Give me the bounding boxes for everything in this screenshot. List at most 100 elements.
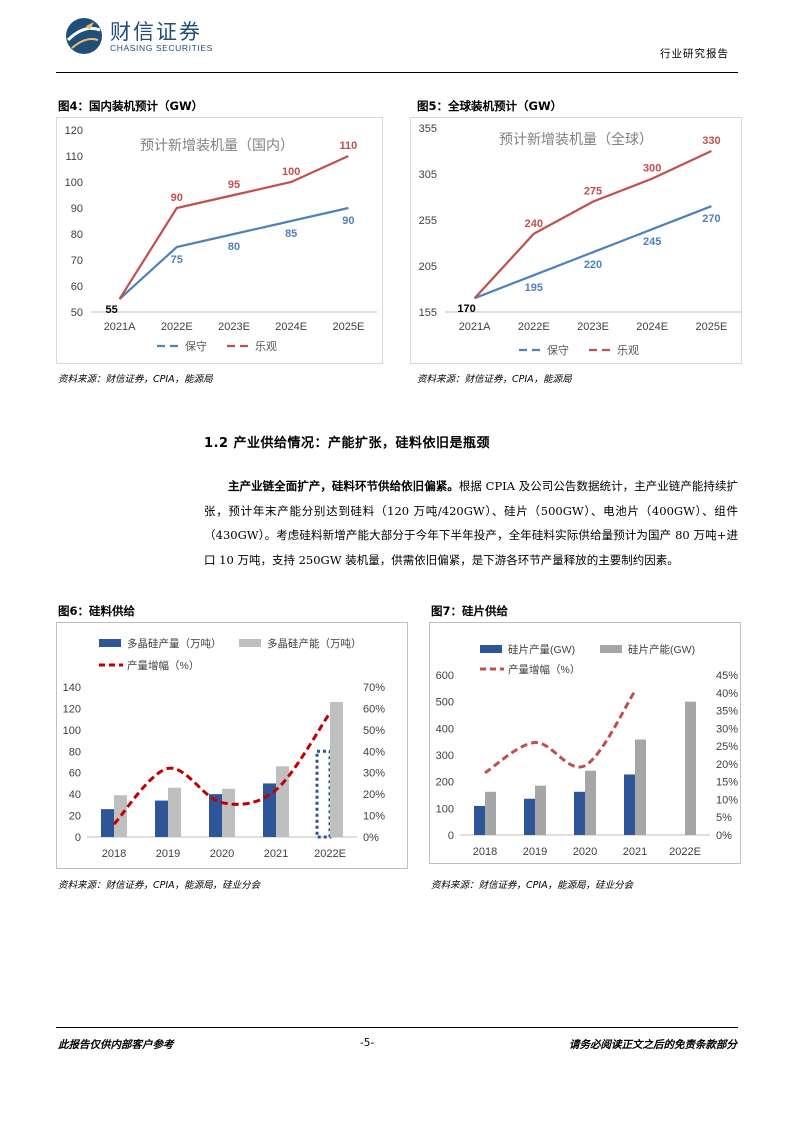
fig5-data-label: 195 (525, 282, 543, 294)
fig4-ytick-label: 50 (71, 307, 83, 319)
fig4-ytick-label: 90 (71, 203, 83, 215)
fig4-data-label: 100 (282, 166, 300, 178)
fig6-legend-label-1: 多晶硅产能（万吨） (267, 637, 362, 650)
fig7-xtick-label: 2021 (623, 846, 647, 858)
fig7-bar-production (574, 791, 585, 835)
fig6-y2tick-label: 40% (363, 746, 385, 758)
fig7-bar-production (474, 805, 485, 835)
fig6-chart: 多晶硅产量（万吨） 多晶硅产能（万吨） 产量增幅（%） 0 20 40 60 80 100 120… (56, 622, 408, 869)
fig5-ytick-label: 205 (419, 261, 437, 273)
fig7-ytick-label: 300 (436, 750, 454, 762)
fig5-legend-label-1: 乐观 (617, 344, 639, 357)
fig7-y2tick-label: 5% (716, 812, 732, 824)
fig6-xtick-label: 2020 (210, 848, 234, 860)
fig4-data-label: 95 (228, 179, 240, 191)
fig6-xtick-label: 2018 (102, 848, 126, 860)
fig5-data-label: 270 (702, 213, 720, 225)
fig7-xtick-label: 2019 (523, 846, 547, 858)
fig6-y2tick-label: 30% (363, 768, 385, 780)
fig6-source: 资料来源：财信证券，CPIA，能源局，硅业分会 (58, 880, 261, 891)
fig6-bar-production (209, 794, 222, 837)
fig5-xtick-label: 2023E (577, 321, 609, 333)
fig5-data-label: 240 (525, 218, 543, 230)
fig7-ytick-label: 100 (436, 803, 454, 815)
fig7-chart: 硅片产量(GW) 硅片产能(GW) 产量增幅（%） 0 100 200 300 400 500 6… (429, 622, 741, 864)
fig5-xtick-label: 2025E (695, 321, 727, 333)
fig4-data-label: 80 (228, 241, 240, 253)
fig6-title: 图6：硅料供给 (58, 604, 136, 618)
fig7-bar-production (524, 798, 535, 835)
fig5-svg: 预计新增装机量（全球） 155 205 255 305 355 2021A 2022E 2023… (419, 123, 741, 357)
fig4-xtick-label: 2022E (161, 321, 193, 333)
fig5-data-label: 300 (643, 163, 661, 175)
fig4-data-label: 90 (171, 192, 183, 204)
fig5-legend-label-0: 保守 (547, 343, 569, 357)
footer-rule (56, 1027, 738, 1028)
fig5-data-label: 170 (457, 303, 475, 315)
fig6-ytick-label: 0 (75, 832, 81, 844)
fig5-series-line-1 (473, 150, 712, 299)
fig5-xtick-label: 2021A (459, 321, 491, 333)
fig7-bar-capacity (535, 785, 546, 835)
fig7-bar-capacity (485, 791, 496, 835)
logo-cn-text: 财信证券 (110, 20, 202, 44)
fig6-bar-capacity (168, 787, 181, 837)
fig7-y2tick-label: 30% (716, 723, 738, 735)
report-type: 行业研究报告 (660, 48, 729, 60)
fig7-y2tick-label: 10% (716, 794, 738, 806)
fig5-ytick-label: 255 (419, 215, 437, 227)
footer-left: 此报告仅供内部客户参考 (58, 1039, 174, 1051)
fig4-data-label: 85 (285, 228, 297, 240)
fig4-series-line-0 (118, 206, 349, 300)
fig6-legend-swatch-1 (239, 639, 261, 647)
fig4-ytick-label: 100 (65, 177, 83, 189)
fig6-y2tick-label: 20% (363, 789, 385, 801)
fig6-ytick-label: 20 (69, 811, 81, 823)
fig6-y2tick-label: 60% (363, 703, 385, 715)
fig7-bar-capacity (635, 739, 646, 835)
fig7-bar-capacity (685, 701, 696, 835)
fig5-title: 图5：全球装机预计（GW） (417, 99, 563, 113)
fig5-xtick-label: 2024E (636, 321, 668, 333)
fig7-y2tick-label: 20% (716, 759, 738, 771)
fig7-legend-swatch-1 (600, 645, 622, 653)
fig7-ytick-label: 500 (436, 697, 454, 709)
fig6-bar-production (155, 800, 168, 837)
section-paragraph-body: 根据 CPIA 及公司公告数据统计，主产业链产能持续扩张，预计年末产能分别达到硅… (204, 479, 738, 567)
fig6-xtick-label: 2022E (314, 848, 346, 860)
fig6-ytick-label: 100 (63, 725, 81, 737)
fig7-y2tick-label: 15% (716, 777, 738, 789)
fig5-data-label: 245 (643, 236, 661, 248)
logo-en-text: CHASING SECURITIES (110, 43, 213, 53)
fig6-ytick-label: 60 (69, 768, 81, 780)
fig4-ytick-label: 70 (71, 255, 83, 267)
fig5-ytick-label: 305 (419, 169, 437, 181)
fig6-bar-production (315, 749, 332, 839)
fig7-bar-production (624, 774, 635, 835)
fig7-title: 图7：硅片供给 (431, 604, 509, 618)
fig6-bar-capacity (222, 788, 235, 837)
fig4-ytick-label: 80 (71, 229, 83, 241)
fig6-xtick-label: 2021 (264, 848, 288, 860)
fig6-legend-swatch-0 (99, 639, 121, 647)
fig4-chart-title: 预计新增装机量（国内） (140, 137, 294, 153)
fig4-xtick-label: 2023E (218, 321, 250, 333)
fig7-legend-swatch-0 (480, 645, 502, 653)
fig7-y2tick-label: 0% (716, 830, 732, 842)
fig7-legend-label-1: 硅片产能(GW) (628, 643, 695, 656)
fig4-data-label: 55 (105, 304, 117, 316)
fig5-series-line-0 (474, 205, 712, 300)
fig4-data-label: 110 (340, 140, 358, 152)
fig5-chart-title: 预计新增装机量（全球） (499, 131, 653, 147)
page-number: -5- (360, 1037, 375, 1049)
fig5-data-label: 220 (584, 259, 602, 271)
fig6-ytick-label: 140 (63, 682, 81, 694)
fig5-source: 资料来源：财信证券，CPIA，能源局 (417, 374, 572, 385)
fig4-xtick-label: 2024E (275, 321, 307, 333)
fig6-xtick-label: 2019 (156, 848, 180, 860)
fig7-legend-label-0: 硅片产量(GW) (508, 643, 575, 656)
fig4-legend-label-0: 保守 (185, 339, 207, 353)
fig6-bar-production (101, 809, 114, 837)
fig6-ytick-label: 80 (69, 746, 81, 758)
fig6-y2tick-label: 50% (363, 725, 385, 737)
